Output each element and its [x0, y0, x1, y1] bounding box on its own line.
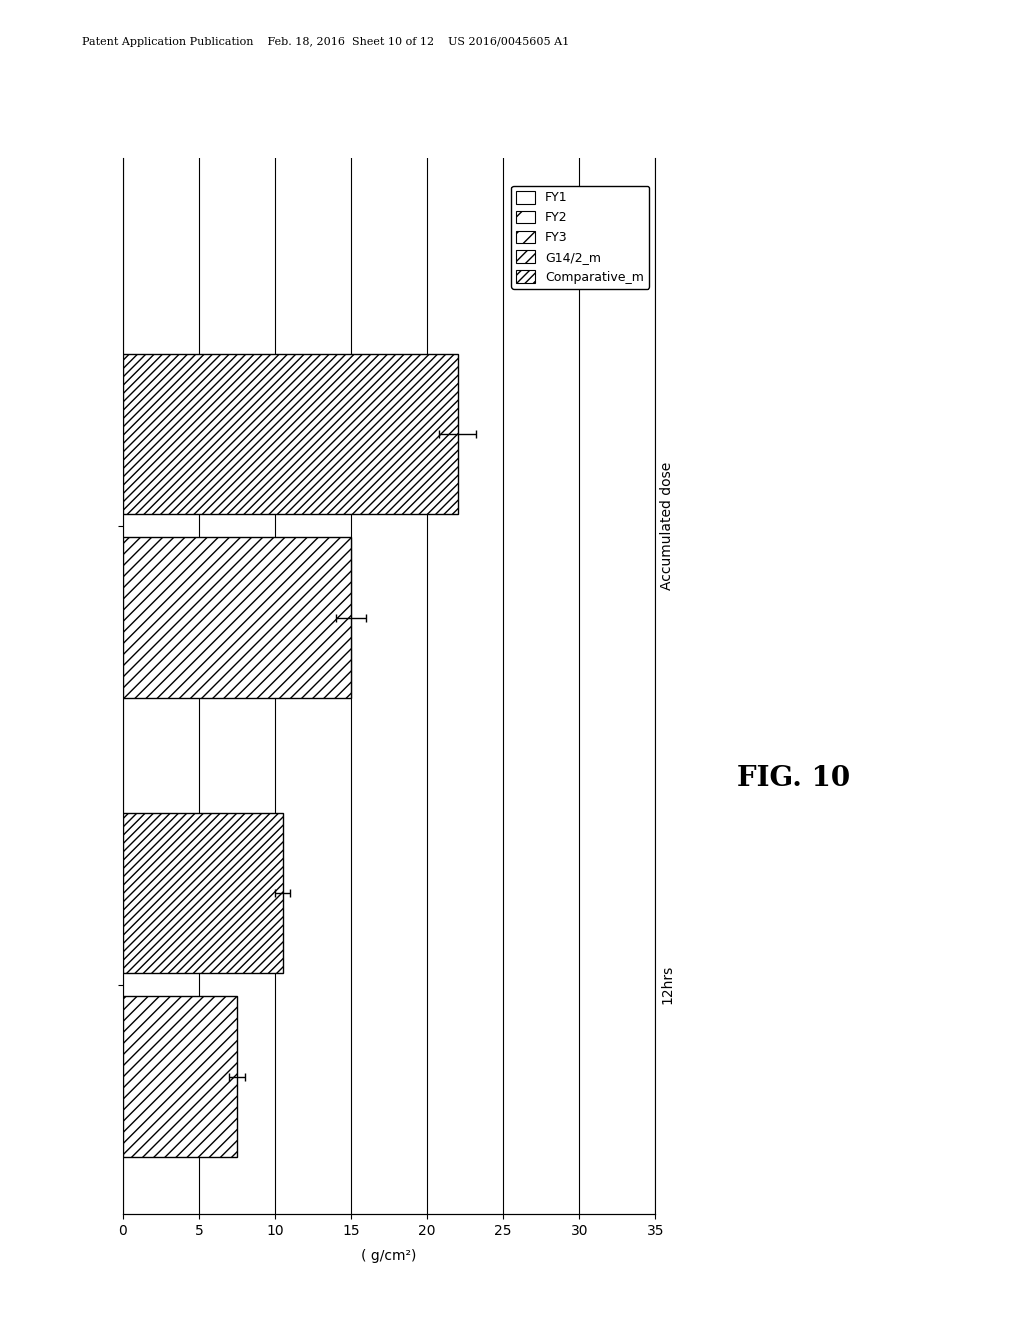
- Bar: [123, 997, 237, 1158]
- Text: FIG. 10: FIG. 10: [737, 766, 850, 792]
- X-axis label: ( g/cm²): ( g/cm²): [361, 1249, 417, 1263]
- Bar: [123, 354, 458, 515]
- Legend: FY1, FY2, FY3, G14/2_m, Comparative_m: FY1, FY2, FY3, G14/2_m, Comparative_m: [511, 186, 649, 289]
- Text: Patent Application Publication    Feb. 18, 2016  Sheet 10 of 12    US 2016/00456: Patent Application Publication Feb. 18, …: [82, 37, 569, 48]
- Bar: [123, 813, 283, 973]
- Bar: [123, 537, 351, 698]
